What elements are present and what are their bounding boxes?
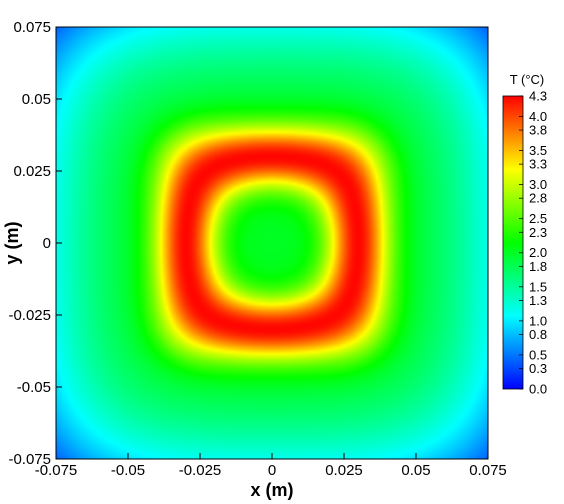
colorbar-tick-label: 2.5 (529, 211, 547, 226)
y-axis: 0.075 0.05 0.025 0 -0.025 -0.05 -0.075 (8, 19, 62, 468)
x-tick-label: -0.075 (35, 462, 78, 479)
colorbar-ticks: 4.3 4.03.8 3.53.3 3.02.8 2.52.3 2.01.8 1.51.3 1… (519, 89, 547, 397)
colorbar-tick-label: 3.3 (529, 157, 547, 172)
y-tick-label: 0 (43, 235, 51, 252)
x-tick-label: 0 (268, 462, 276, 479)
y-tick-label: -0.025 (8, 307, 51, 324)
temperature-field-heatmap (56, 27, 488, 459)
x-tick-label: 0.025 (325, 462, 363, 479)
colorbar-tick-label: 0.3 (529, 361, 547, 376)
colorbar-tick-label: 0.8 (529, 327, 547, 342)
colorbar-tick-label: 2.0 (529, 245, 547, 260)
colorbar-tick-label: 2.3 (529, 225, 547, 240)
y-tick-label: 0.05 (22, 91, 51, 108)
x-tick-label: -0.025 (179, 462, 222, 479)
x-tick-label: -0.05 (111, 462, 145, 479)
colorbar-tick-label: 3.8 (529, 123, 547, 138)
x-tick-label: 0.05 (401, 462, 430, 479)
colorbar-tick-label: 1.0 (529, 313, 547, 328)
colorbar-gradient (502, 95, 524, 390)
y-tick-label: 0.025 (13, 163, 51, 180)
colorbar-title: T (°C) (510, 72, 545, 87)
colorbar-tick-label: 0.0 (529, 382, 547, 397)
y-tick-label: -0.075 (8, 451, 51, 468)
colorbar-tick-label: 2.8 (529, 191, 547, 206)
colorbar-tick-label: 3.0 (529, 177, 547, 192)
colorbar-tick-label: 4.3 (529, 89, 547, 104)
x-tick-label: 0.075 (469, 462, 507, 479)
colorbar-tick-label: 4.0 (529, 109, 547, 124)
colorbar-tick-label: 1.5 (529, 279, 547, 294)
colorbar-tick-label: 1.8 (529, 259, 547, 274)
x-axis-label: x (m) (250, 480, 293, 500)
colorbar-legend: T (°C) 4.3 4.03.8 3.53.3 3.02.8 2.52.3 2.01.8… (502, 72, 547, 397)
y-tick-label: 0.075 (13, 19, 51, 36)
y-tick-label: -0.05 (17, 379, 51, 396)
y-axis-label: y (m) (2, 221, 22, 264)
x-axis: -0.075 -0.05 -0.025 0 0.025 0.05 0.075 (35, 453, 507, 479)
colorbar-tick-label: 3.5 (529, 143, 547, 158)
colorbar-tick-label: 1.3 (529, 293, 547, 308)
colorbar-tick-label: 0.5 (529, 347, 547, 362)
